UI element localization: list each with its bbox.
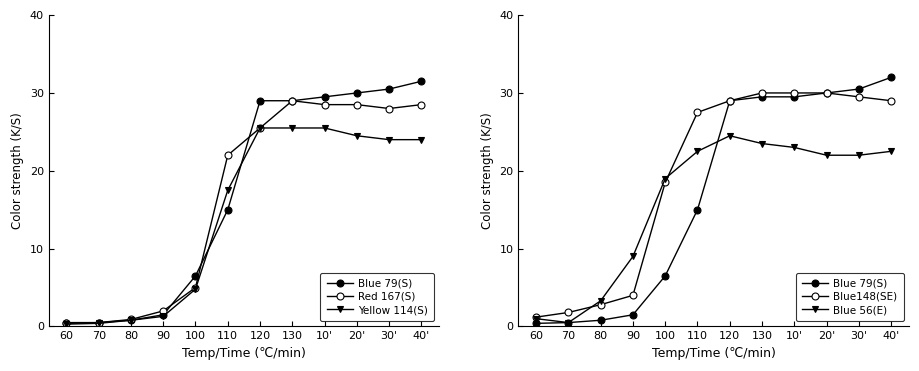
Blue148(SE) bbox=[788, 91, 799, 95]
Blue 79(S) bbox=[691, 207, 702, 212]
Yellow 114(S) bbox=[255, 126, 266, 130]
Blue 79(S) bbox=[287, 99, 298, 103]
Yellow 114(S) bbox=[189, 287, 200, 291]
Yellow 114(S) bbox=[287, 126, 298, 130]
Blue148(SE) bbox=[627, 293, 638, 298]
Y-axis label: Color strength (K/S): Color strength (K/S) bbox=[481, 112, 494, 229]
Blue148(SE) bbox=[820, 91, 831, 95]
Blue 56(E) bbox=[853, 153, 864, 157]
Blue 79(S) bbox=[189, 274, 200, 278]
X-axis label: Temp/Time (℃/min): Temp/Time (℃/min) bbox=[182, 347, 305, 360]
Blue 56(E) bbox=[755, 141, 766, 146]
Blue 79(S) bbox=[562, 320, 573, 325]
Red 167(S) bbox=[319, 102, 330, 107]
Blue 56(E) bbox=[562, 320, 573, 325]
Blue 79(S) bbox=[351, 91, 362, 95]
Blue 56(E) bbox=[627, 254, 638, 259]
Red 167(S) bbox=[222, 153, 233, 157]
Yellow 114(S) bbox=[157, 314, 168, 319]
Yellow 114(S) bbox=[319, 126, 330, 130]
Yellow 114(S) bbox=[415, 137, 426, 142]
Blue 56(E) bbox=[788, 145, 799, 150]
Red 167(S) bbox=[93, 320, 104, 325]
Blue 79(S) bbox=[755, 95, 766, 99]
Red 167(S) bbox=[351, 102, 362, 107]
Blue 79(S) bbox=[319, 95, 330, 99]
Line: Blue 79(S): Blue 79(S) bbox=[532, 74, 893, 327]
Blue148(SE) bbox=[659, 180, 670, 185]
Blue 79(S) bbox=[627, 313, 638, 317]
Blue 56(E) bbox=[595, 299, 606, 303]
Yellow 114(S) bbox=[93, 321, 104, 326]
Line: Blue148(SE): Blue148(SE) bbox=[532, 89, 893, 321]
Blue 79(S) bbox=[61, 321, 72, 326]
Blue 79(S) bbox=[788, 95, 799, 99]
Yellow 114(S) bbox=[222, 188, 233, 193]
Red 167(S) bbox=[125, 317, 136, 322]
Blue148(SE) bbox=[691, 110, 702, 115]
Blue 79(S) bbox=[530, 321, 541, 326]
Blue 79(S) bbox=[157, 313, 168, 317]
Blue 79(S) bbox=[93, 320, 104, 325]
Line: Yellow 114(S): Yellow 114(S) bbox=[62, 125, 425, 328]
Blue148(SE) bbox=[530, 315, 541, 319]
Blue 79(S) bbox=[723, 99, 734, 103]
Yellow 114(S) bbox=[61, 322, 72, 326]
Blue148(SE) bbox=[562, 310, 573, 315]
Blue 79(S) bbox=[415, 79, 426, 83]
Blue 79(S) bbox=[595, 318, 606, 322]
Blue148(SE) bbox=[595, 302, 606, 307]
Blue 79(S) bbox=[853, 87, 864, 91]
Blue 79(S) bbox=[255, 99, 266, 103]
Blue 79(S) bbox=[125, 318, 136, 322]
Yellow 114(S) bbox=[383, 137, 394, 142]
Blue148(SE) bbox=[885, 99, 896, 103]
Blue148(SE) bbox=[755, 91, 766, 95]
Blue148(SE) bbox=[853, 95, 864, 99]
Yellow 114(S) bbox=[351, 134, 362, 138]
X-axis label: Temp/Time (℃/min): Temp/Time (℃/min) bbox=[651, 347, 775, 360]
Red 167(S) bbox=[61, 320, 72, 325]
Line: Blue 79(S): Blue 79(S) bbox=[62, 78, 425, 327]
Line: Red 167(S): Red 167(S) bbox=[62, 97, 425, 326]
Red 167(S) bbox=[287, 99, 298, 103]
Blue 56(E) bbox=[691, 149, 702, 154]
Blue 56(E) bbox=[530, 316, 541, 321]
Red 167(S) bbox=[415, 102, 426, 107]
Blue 56(E) bbox=[885, 149, 896, 154]
Red 167(S) bbox=[157, 309, 168, 313]
Blue 56(E) bbox=[659, 176, 670, 181]
Blue 79(S) bbox=[383, 87, 394, 91]
Red 167(S) bbox=[383, 106, 394, 111]
Blue 79(S) bbox=[222, 207, 233, 212]
Line: Blue 56(E): Blue 56(E) bbox=[532, 132, 893, 326]
Blue 56(E) bbox=[820, 153, 831, 157]
Blue 79(S) bbox=[659, 274, 670, 278]
Yellow 114(S) bbox=[125, 318, 136, 322]
Blue 79(S) bbox=[885, 75, 896, 80]
Blue148(SE) bbox=[723, 99, 734, 103]
Red 167(S) bbox=[255, 126, 266, 130]
Blue 79(S) bbox=[820, 91, 831, 95]
Red 167(S) bbox=[189, 285, 200, 290]
Legend: Blue 79(S), Red 167(S), Yellow 114(S): Blue 79(S), Red 167(S), Yellow 114(S) bbox=[320, 273, 434, 321]
Legend: Blue 79(S), Blue148(SE), Blue 56(E): Blue 79(S), Blue148(SE), Blue 56(E) bbox=[795, 273, 902, 321]
Y-axis label: Color strength (K/S): Color strength (K/S) bbox=[11, 112, 24, 229]
Blue 56(E) bbox=[723, 134, 734, 138]
